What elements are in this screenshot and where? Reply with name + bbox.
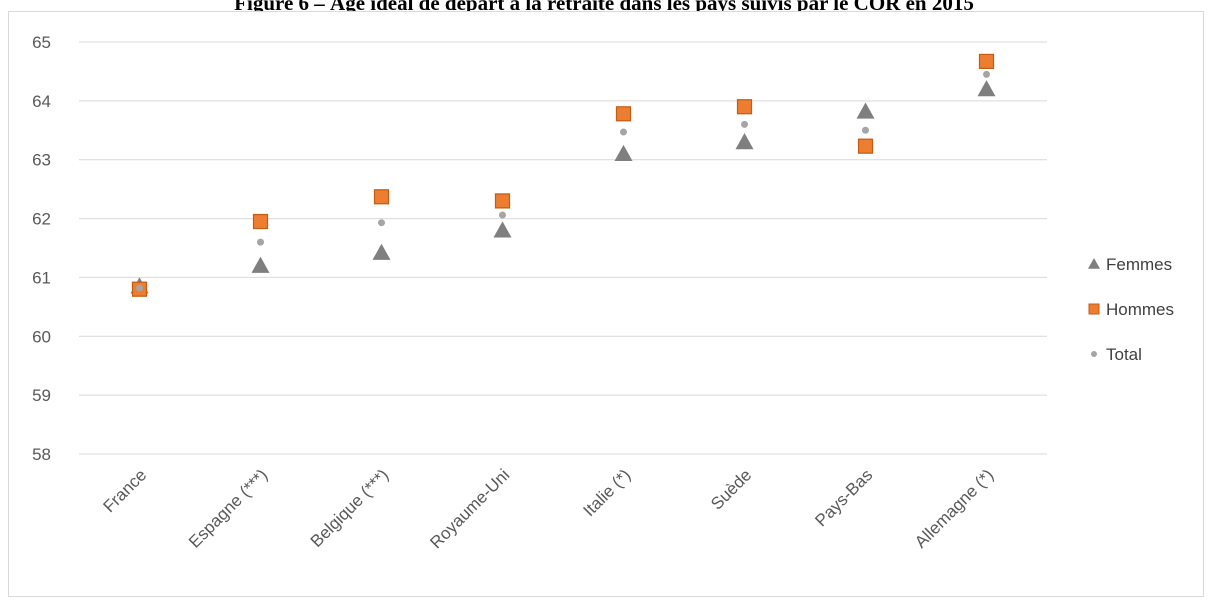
x-tick-label: Royaume-Uni — [426, 465, 513, 552]
x-tick-label: Italie (*) — [579, 465, 634, 520]
hommes-point — [978, 53, 995, 70]
total-point — [378, 219, 385, 227]
x-axis-ticks: France Espagne (***) Belgique (***) Royaume… — [99, 465, 997, 552]
y-axis-ticks: 58 59 60 61 62 63 64 65 — [32, 33, 51, 464]
femmes-point — [735, 133, 754, 150]
x-tick-label: Belgique (***) — [307, 465, 393, 551]
legend-label-total: Total — [1106, 345, 1142, 364]
femmes-point — [493, 221, 512, 238]
hommes-point — [252, 213, 269, 230]
legend-marker-total — [1091, 351, 1097, 357]
y-tick-label: 62 — [32, 210, 51, 229]
femmes-point — [977, 80, 996, 97]
total-point — [257, 238, 264, 246]
y-tick-label: 64 — [32, 92, 51, 111]
legend: Femmes Hommes Total — [1088, 255, 1174, 364]
gridlines — [79, 41, 1047, 455]
x-tick-label: Allemagne (*) — [911, 465, 997, 551]
scatter-chart: 58 59 60 61 62 63 64 65 France Espagne (***) Belg… — [32, 33, 1174, 552]
hommes-point — [615, 106, 632, 122]
x-tick-label: Suède — [707, 465, 755, 513]
total-point — [862, 126, 869, 134]
legend-marker-hommes — [1088, 303, 1100, 315]
x-tick-label: Espagne (***) — [185, 465, 271, 551]
hommes-point — [373, 189, 390, 205]
y-tick-label: 58 — [32, 445, 51, 464]
femmes-point — [251, 256, 270, 273]
total-point — [741, 120, 748, 128]
x-tick-label: France — [99, 465, 150, 516]
hommes-point — [494, 193, 511, 209]
hommes-point — [736, 99, 753, 115]
y-tick-label: 60 — [32, 327, 51, 346]
chart-area: 58 59 60 61 62 63 64 65 France Espagne (***) Belg… — [8, 11, 1204, 597]
y-tick-label: 59 — [32, 386, 51, 405]
total-point — [620, 128, 627, 136]
legend-label-femmes: Femmes — [1106, 255, 1172, 274]
y-tick-label: 63 — [32, 151, 51, 170]
femmes-point — [614, 144, 633, 162]
x-tick-label: Pays-Bas — [811, 465, 876, 530]
total-point — [983, 70, 990, 78]
legend-marker-femmes — [1088, 258, 1100, 269]
total-point — [136, 284, 143, 292]
hommes-point — [857, 138, 874, 154]
y-tick-label: 61 — [32, 268, 51, 287]
y-tick-label: 65 — [32, 33, 51, 52]
femmes-point — [856, 102, 875, 119]
total-point — [499, 211, 506, 219]
femmes-point — [372, 243, 391, 260]
legend-label-hommes: Hommes — [1106, 300, 1174, 319]
data-markers — [130, 53, 996, 297]
